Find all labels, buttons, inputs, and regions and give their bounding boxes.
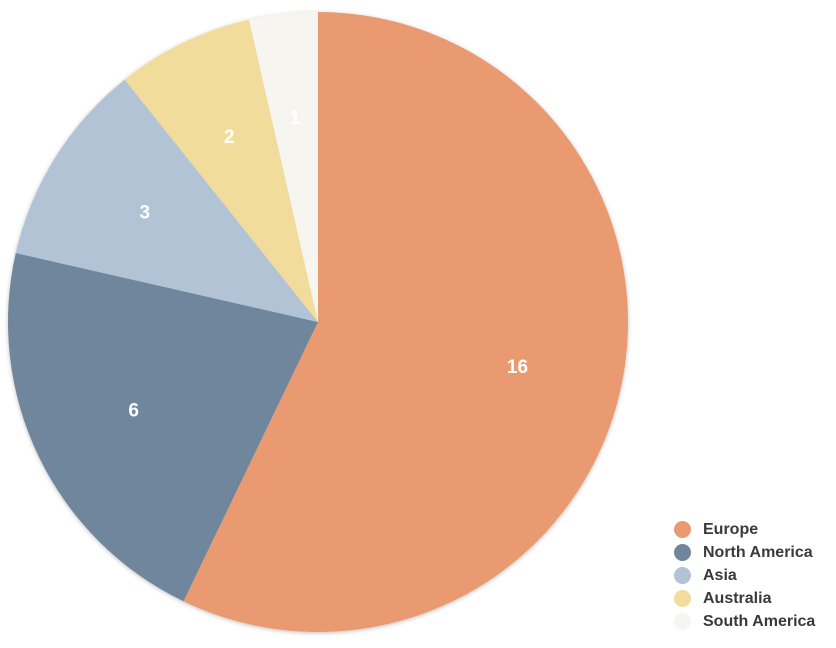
pie-data-labels: 16 6 3 2 1 xyxy=(128,108,528,421)
legend-item-australia: Australia xyxy=(674,587,815,610)
legend-label: North America xyxy=(703,543,813,561)
pie-slice-north-america xyxy=(8,253,319,602)
legend-swatch xyxy=(674,567,691,584)
legend-item-south-america: South America xyxy=(674,610,815,633)
pie-slice-europe xyxy=(183,12,629,632)
legend-label: Europe xyxy=(703,520,759,538)
legend-swatch xyxy=(674,590,691,607)
pie-slice-south-america xyxy=(249,12,318,322)
legend-label: South America xyxy=(703,612,816,630)
legend-swatch xyxy=(674,521,691,538)
data-label-north-america: 6 xyxy=(128,400,139,421)
data-label-europe: 16 xyxy=(507,357,528,378)
data-label-australia: 2 xyxy=(224,127,235,148)
legend-swatch xyxy=(674,544,691,561)
pie-slices xyxy=(8,12,629,632)
data-label-south-america: 1 xyxy=(290,108,301,129)
data-label-asia: 3 xyxy=(139,203,150,224)
legend-label: Asia xyxy=(703,566,737,584)
legend-item-europe: Europe xyxy=(674,518,815,541)
legend: Europe North America Asia Australia South Am… xyxy=(674,518,815,633)
legend-label: Australia xyxy=(703,589,772,607)
pie-slice-asia xyxy=(15,79,319,323)
legend-item-asia: Asia xyxy=(674,564,815,587)
legend-swatch xyxy=(674,613,691,630)
pie-slice-australia xyxy=(124,19,318,323)
legend-item-north-america: North America xyxy=(674,541,815,564)
